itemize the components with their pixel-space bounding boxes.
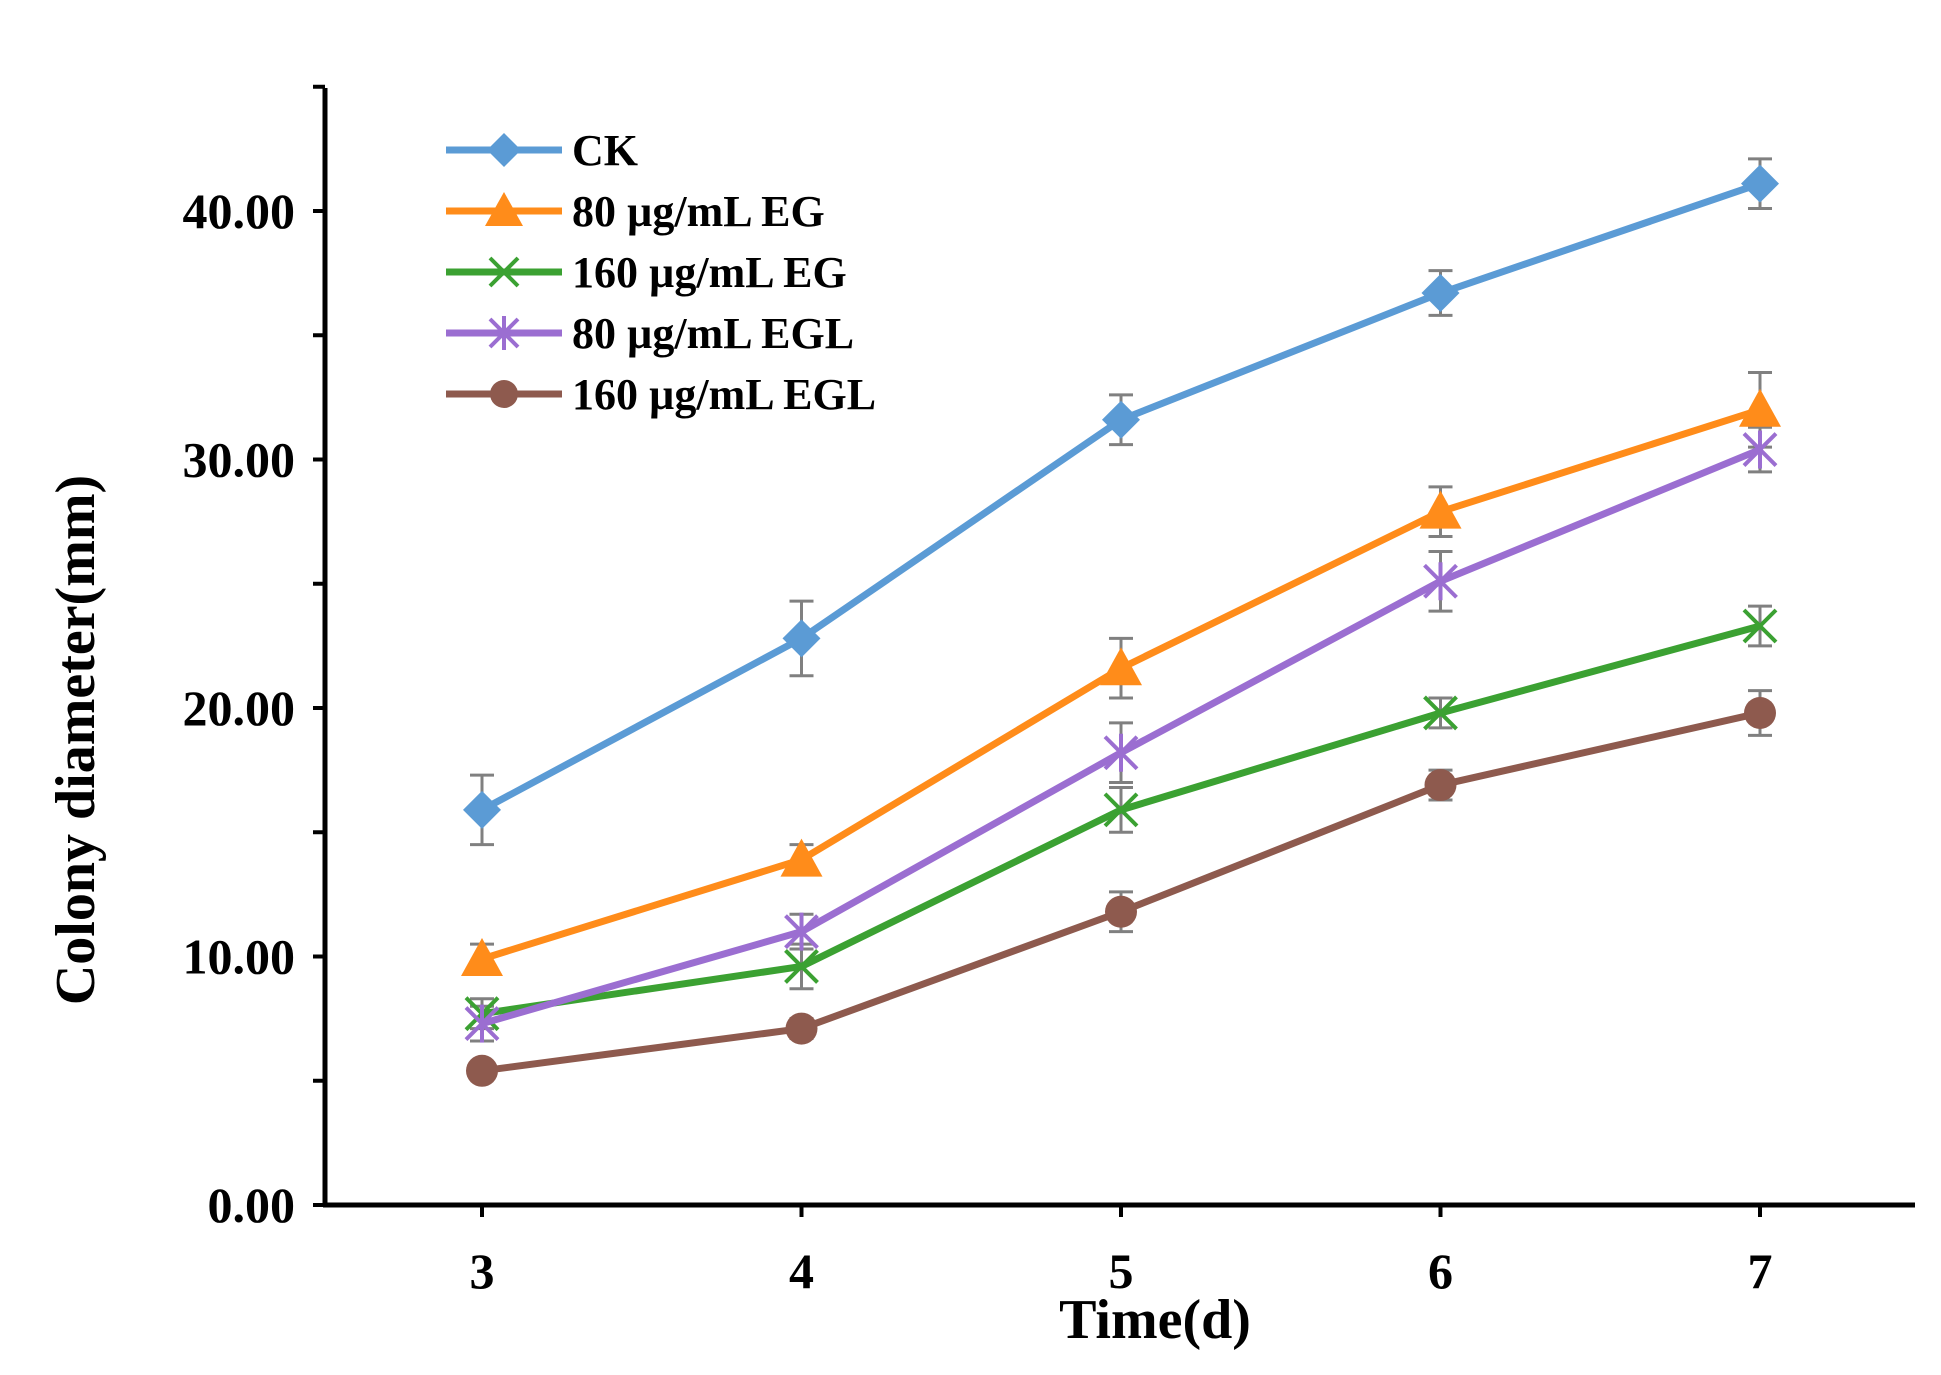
marker-star [488,316,520,350]
y-tick-label: 0.00 [208,1177,296,1233]
y-axis-title: Colony diameter(mm) [45,475,107,1005]
x-axis-title: Time(d) [1059,1289,1251,1351]
legend-item: 80 µg/mL EGL [446,309,854,358]
marker-diamond [1102,400,1140,439]
marker-x [1103,792,1139,828]
legend-label: 160 µg/mL EGL [572,370,876,419]
legend: CK 80 µg/mL EG 160 µg/mL EG 80 µg/mL EGL 160… [446,126,876,419]
series-lines [461,164,1781,1087]
marker-x-stroke [1742,608,1778,644]
series-1 [461,388,1781,976]
legend-label: 80 µg/mL EGL [572,309,854,358]
marker-star [464,1004,500,1043]
series-3 [464,430,1778,1043]
marker-x [488,256,520,288]
y-tick-label: 10.00 [183,929,296,985]
marker-x [1423,695,1458,731]
marker-circle [1744,696,1776,729]
x-tick-label: 4 [789,1243,814,1299]
legend-label: 80 µg/mL EG [572,187,825,236]
x-tick-label: 7 [1748,1243,1773,1299]
y-tick-label: 30.00 [183,432,296,488]
x-tick-label: 5 [1109,1243,1134,1299]
series-4 [466,696,1776,1087]
marker-triangle [461,937,503,976]
legend-item: 160 µg/mL EGL [446,370,876,419]
marker-circle [1424,769,1457,802]
marker-circle [466,1054,498,1087]
marker-diamond [463,790,501,829]
marker-x-stroke [784,949,819,984]
x-tick-label: 6 [1428,1243,1453,1299]
x-tick-label: 3 [470,1243,495,1299]
marker-circle [490,380,518,408]
legend-label: CK [572,126,638,175]
ticks: 0.00 10.00 20.00 30.00 40.00 3 4 5 6 7 [183,84,1773,1299]
marker-triangle [1100,647,1142,686]
legend-item: 80 µg/mL EG [446,187,825,236]
marker-x-stroke [1423,695,1458,731]
marker-x-stroke [1103,792,1139,828]
marker-x [784,949,819,984]
y-tick-label: 40.00 [183,183,296,239]
series-0 [463,164,1779,829]
legend-item: 160 µg/mL EG [446,248,847,297]
marker-x [1742,608,1778,644]
marker-triangle [1419,490,1462,529]
marker-diamond [1741,164,1779,203]
marker-triangle [485,192,523,226]
marker-star [784,912,819,951]
y-tick-label: 20.00 [183,680,296,736]
marker-diamond [782,619,821,658]
marker-circle [1105,895,1137,928]
marker-star [1742,430,1778,469]
marker-circle [785,1012,818,1045]
marker-triangle [1739,388,1781,427]
marker-x-stroke [488,256,520,288]
marker-triangle [780,838,823,877]
legend-item: CK [446,126,638,175]
marker-diamond [1421,274,1460,313]
marker-diamond [487,133,521,167]
legend-label: 160 µg/mL EG [572,248,847,297]
marker-star [1103,733,1139,772]
marker-star [1423,562,1458,601]
